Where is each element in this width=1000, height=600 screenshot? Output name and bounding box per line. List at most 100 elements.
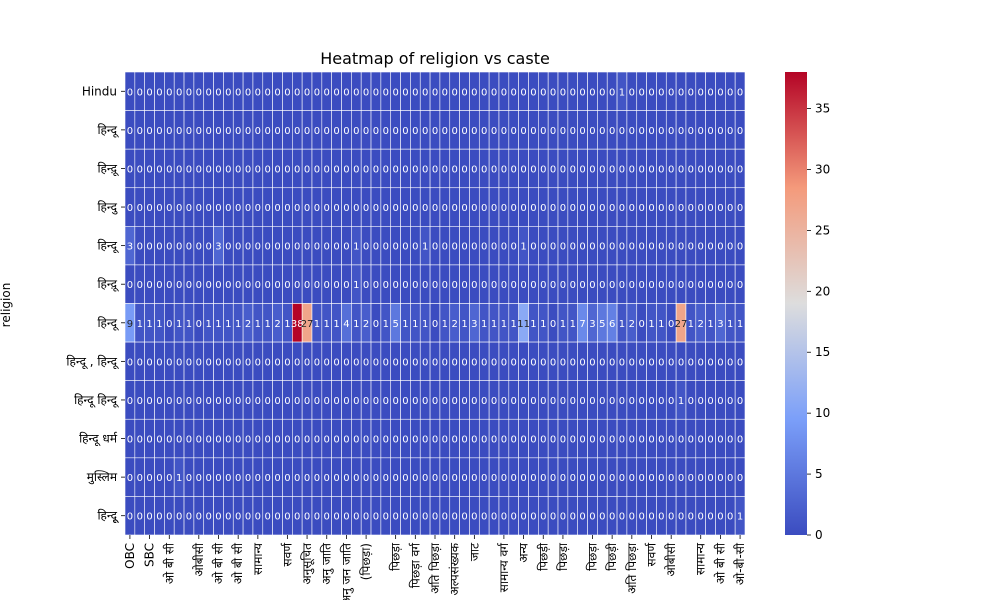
heatmap-cell-label: 0: [186, 87, 192, 98]
heatmap-cell-label: 0: [629, 512, 635, 523]
heatmap-cell-label: 0: [166, 396, 172, 407]
heatmap-cell-label: 0: [333, 473, 339, 484]
heatmap-cell-label: 0: [540, 512, 546, 523]
heatmap-cell-label: 0: [225, 242, 231, 253]
heatmap-cell-label: 0: [343, 280, 349, 291]
heatmap-cell-label: 0: [442, 512, 448, 523]
heatmap-cell-label: 0: [235, 242, 241, 253]
heatmap-cell-label: 0: [491, 203, 497, 214]
heatmap-cell-label: 0: [520, 164, 526, 175]
heatmap-cell-label: 0: [245, 164, 251, 175]
heatmap-cell-label: 0: [255, 473, 261, 484]
heatmap-cell-label: 0: [294, 203, 300, 214]
heatmap-cell-label: 0: [589, 242, 595, 253]
heatmap-cell-label: 0: [402, 473, 408, 484]
heatmap-cell-label: 0: [274, 396, 280, 407]
heatmap-cell-label: 0: [511, 396, 517, 407]
heatmap-cell-label: 2: [451, 319, 457, 330]
heatmap-cell-label: 0: [717, 396, 723, 407]
heatmap-cell-label: 0: [343, 126, 349, 137]
heatmap-cell-label: 0: [737, 280, 743, 291]
heatmap-cell-label: 0: [501, 357, 507, 368]
heatmap-cell-label: 0: [717, 164, 723, 175]
heatmap-cell-label: 0: [511, 203, 517, 214]
heatmap-cell-label: 0: [314, 203, 320, 214]
heatmap-cell-label: 0: [186, 242, 192, 253]
heatmap-cell-label: 0: [698, 126, 704, 137]
heatmap-cell-label: 0: [402, 87, 408, 98]
heatmap-cell-label: 0: [274, 203, 280, 214]
heatmap-cell-label: 0: [579, 164, 585, 175]
heatmap-cell-label: 0: [579, 512, 585, 523]
heatmap-cell-label: 0: [265, 357, 271, 368]
heatmap-cell-label: 0: [668, 242, 674, 253]
heatmap-cell-label: 0: [717, 203, 723, 214]
heatmap-cell-label: 11: [517, 319, 530, 330]
heatmap-cell-label: 0: [373, 435, 379, 446]
heatmap-cell-label: 0: [205, 280, 211, 291]
heatmap-cell-label: 0: [166, 435, 172, 446]
heatmap-cell-label: 0: [737, 203, 743, 214]
heatmap-cell-label: 0: [137, 280, 143, 291]
heatmap-cell-label: 0: [186, 512, 192, 523]
heatmap-cell-label: 0: [629, 396, 635, 407]
heatmap-cell-label: 1: [235, 319, 241, 330]
heatmap-cell-label: 0: [520, 512, 526, 523]
heatmap-cell-label: 0: [638, 473, 644, 484]
heatmap-cell-label: 1: [678, 396, 684, 407]
column-tick-label: अनु जाति: [320, 542, 335, 585]
colorbar-tick-labels: 0 5 10 15 20 25 30 35: [807, 102, 830, 542]
heatmap-cell-label: 0: [511, 126, 517, 137]
heatmap-cell-label: 0: [225, 87, 231, 98]
heatmap-cell-label: 0: [353, 164, 359, 175]
heatmap-cell-label: 0: [530, 164, 536, 175]
heatmap-cell-label: 1: [333, 319, 339, 330]
heatmap-cell-label: 0: [678, 473, 684, 484]
heatmap-cell-label: 0: [176, 203, 182, 214]
heatmap-cell-label: 1: [324, 319, 330, 330]
heatmap-cell-label: 0: [678, 242, 684, 253]
heatmap-cell-label: 1: [402, 319, 408, 330]
heatmap-cell-label: 0: [225, 164, 231, 175]
heatmap-cell-label: 0: [560, 512, 566, 523]
heatmap-cell-label: 0: [451, 126, 457, 137]
heatmap-cell-label: 0: [314, 126, 320, 137]
column-tick-label: ओ बी सी: [162, 542, 176, 584]
heatmap-cell-label: 0: [196, 473, 202, 484]
column-tick-labels: OBC SBC ओ बी सी ओबीसी ओ बी सी ओ बी सी सामान्य स…: [123, 535, 747, 600]
heatmap-cell-label: 0: [225, 280, 231, 291]
heatmap-cell-label: 0: [658, 87, 664, 98]
heatmap-cell-label: 0: [412, 203, 418, 214]
heatmap-cell-label: 0: [156, 242, 162, 253]
heatmap-cell-label: 0: [698, 357, 704, 368]
heatmap-cell-label: 0: [638, 396, 644, 407]
heatmap-cell-label: 0: [550, 512, 556, 523]
column-tick-label: सामान्य वर्ग: [497, 542, 511, 592]
heatmap-cell-label: 0: [570, 164, 576, 175]
heatmap-cell-label: 0: [176, 280, 182, 291]
heatmap-cell-label: 0: [176, 435, 182, 446]
heatmap-cell-label: 0: [402, 357, 408, 368]
heatmap-cell-label: 0: [638, 280, 644, 291]
heatmap-cell-label: 0: [609, 357, 615, 368]
heatmap-cell-label: 0: [333, 396, 339, 407]
heatmap-cell-label: 0: [186, 280, 192, 291]
heatmap-cell-label: 0: [570, 512, 576, 523]
heatmap-cell-label: 0: [599, 473, 605, 484]
heatmap-cell-label: 0: [422, 280, 428, 291]
heatmap-cell-label: 0: [451, 203, 457, 214]
heatmap-cell-label: 0: [540, 126, 546, 137]
heatmap-cell-label: 0: [215, 435, 221, 446]
heatmap-cell-label: 0: [717, 242, 723, 253]
heatmap-cell-label: 0: [402, 280, 408, 291]
heatmap-cell-label: 0: [186, 435, 192, 446]
heatmap-cell-label: 0: [432, 203, 438, 214]
heatmap-cell-label: 0: [589, 203, 595, 214]
heatmap-cell-label: 1: [520, 242, 526, 253]
heatmap-cell-label: 0: [127, 280, 133, 291]
heatmap-cell-label: 0: [432, 242, 438, 253]
column-tick-label: सामान्य: [251, 542, 265, 575]
heatmap-cell-label: 0: [314, 87, 320, 98]
heatmap-cell-label: 6: [609, 319, 615, 330]
heatmap-cell-label: 0: [481, 87, 487, 98]
